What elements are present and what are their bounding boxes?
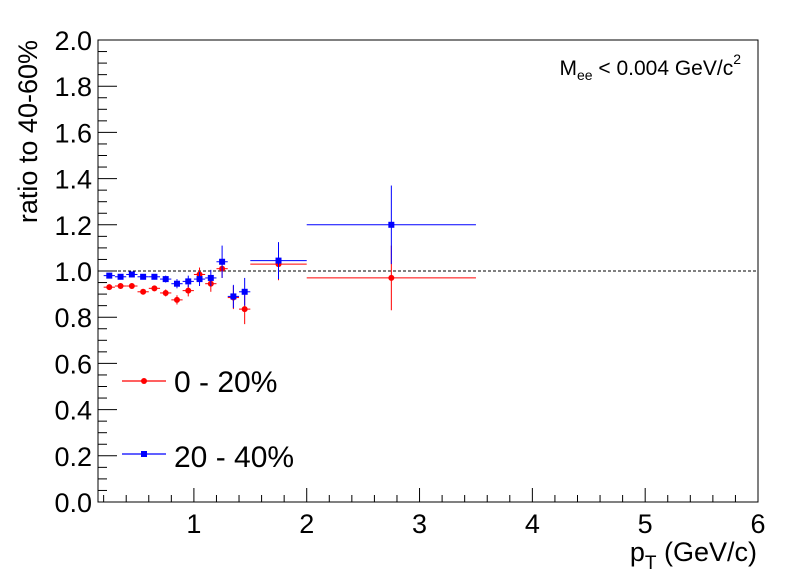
y-tick-label: 1.6 [54, 118, 92, 148]
x-axis-title-subscript: T [645, 553, 657, 574]
data-point [207, 274, 214, 281]
data-point [388, 221, 395, 228]
annotation-main: M [559, 57, 577, 80]
legend-marker-20-40 [141, 451, 147, 457]
annotation-superscript: 2 [733, 51, 741, 67]
axis-ticks [98, 39, 759, 503]
x-tick-label: 5 [638, 509, 653, 539]
mass-cut-annotation: Mee < 0.004 GeV/c2 [559, 51, 741, 83]
legend: 0 - 20% 20 - 40% [122, 366, 294, 474]
series-20-40 [103, 185, 476, 308]
data-point [230, 293, 237, 300]
x-axis-title-main: p [630, 537, 645, 567]
data-point [151, 273, 158, 280]
data-point [173, 296, 180, 303]
y-tick-label: 1.0 [54, 257, 92, 287]
data-point [162, 289, 169, 296]
y-tick-label: 0.2 [54, 442, 92, 472]
data-point [185, 287, 192, 294]
y-tick-label: 1.2 [54, 211, 92, 241]
y-tick-label: 0.0 [54, 488, 92, 518]
data-point [117, 283, 124, 290]
data-point [241, 306, 248, 313]
data-series [103, 185, 476, 325]
y-tick-label: 1.4 [54, 165, 92, 195]
y-tick-label: 1.8 [54, 72, 92, 102]
data-point [185, 278, 192, 285]
data-point [151, 285, 158, 292]
y-tick-label: 2.0 [54, 26, 92, 56]
y-tick-label: 0.6 [54, 349, 92, 379]
y-axis-title: ratio to 40-60% [13, 40, 43, 223]
data-point [162, 276, 169, 283]
y-tick-label: 0.8 [54, 303, 92, 333]
x-tick-label: 3 [412, 509, 427, 539]
legend-marker-0-20 [141, 378, 147, 384]
y-tick-label: 0.4 [54, 396, 92, 426]
data-point [106, 284, 113, 291]
x-tick-label: 4 [525, 509, 540, 539]
data-point [106, 272, 113, 279]
data-point [275, 257, 282, 264]
x-tick-label: 6 [750, 509, 765, 539]
annotation-subscript: ee [577, 67, 593, 83]
data-point [241, 288, 248, 295]
legend-label-0-20: 0 - 20% [174, 366, 277, 399]
annotation-middle: < 0.004 GeV/c [593, 57, 734, 80]
data-point [388, 274, 395, 281]
x-axis-title-space [656, 537, 664, 567]
data-point [219, 258, 226, 265]
x-tick-label: 2 [299, 509, 314, 539]
legend-label-20-40: 20 - 40% [174, 441, 294, 474]
data-point [128, 271, 135, 278]
plot-frame [97, 39, 759, 503]
data-point [173, 280, 180, 287]
x-tick-label: 1 [186, 509, 201, 539]
data-point [196, 276, 203, 283]
tick-labels: 0.0 0.2 0.4 0.6 0.8 1.0 1.2 1.4 1.6 1.8 2.0 1 2 3 4 5 6 [54, 26, 765, 539]
data-point [140, 273, 147, 280]
data-point [117, 273, 124, 280]
x-axis-title-unit: (GeV/c) [664, 537, 757, 567]
data-point [140, 288, 147, 295]
x-axis-title: pT (GeV/c) [630, 537, 757, 574]
data-point [128, 283, 135, 290]
